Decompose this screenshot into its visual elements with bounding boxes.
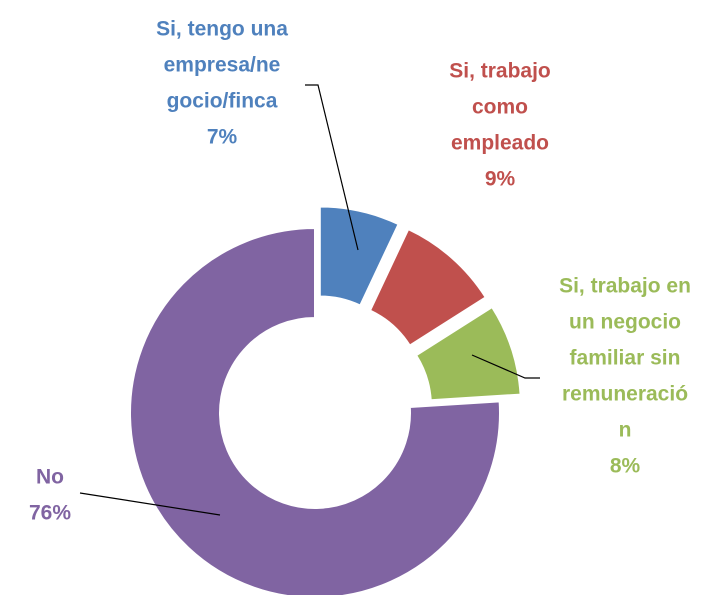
slice [129, 226, 501, 595]
data-label: empleado [451, 132, 549, 155]
data-label: remuneració [562, 383, 688, 406]
data-label: empresa/ne [164, 54, 281, 77]
slice [414, 305, 522, 402]
data-label: No [36, 466, 64, 489]
leader-line [471, 354, 540, 379]
value-label: 76% [29, 502, 71, 525]
value-label: 7% [207, 126, 238, 149]
data-label: Si, tengo una [156, 18, 288, 41]
data-label: como [472, 96, 528, 119]
value-label: 9% [485, 168, 516, 191]
slice [368, 227, 488, 347]
leader-line [79, 492, 221, 516]
data-label: un negocio [569, 311, 681, 334]
slice [318, 205, 400, 307]
data-label: Si, trabajo [449, 60, 551, 83]
data-label: gocio/finca [167, 90, 278, 113]
value-label: 8% [610, 455, 641, 478]
leader-line [305, 84, 359, 251]
data-label: n [619, 419, 632, 442]
data-label: Si, trabajo en [559, 275, 691, 298]
data-label: familiar sin [570, 347, 681, 370]
